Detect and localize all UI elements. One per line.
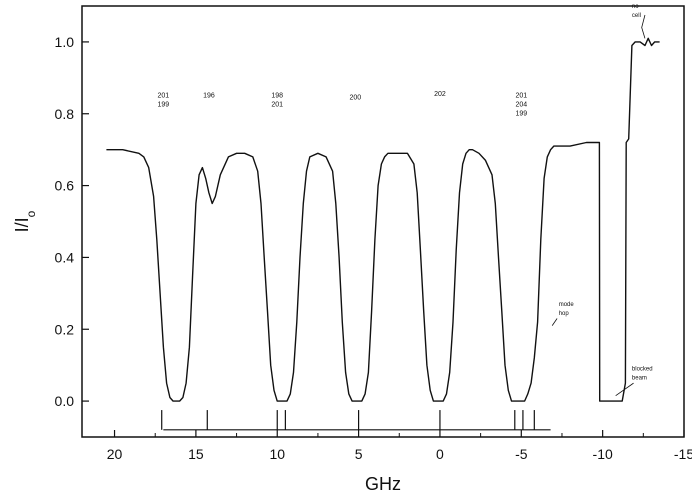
y-tick-label: 0.6 — [55, 178, 75, 194]
y-tick-label: 0.8 — [55, 106, 75, 122]
x-tick-label: 0 — [436, 446, 444, 462]
annotation-label: 201 — [158, 93, 170, 100]
x-tick-label: -15 — [674, 446, 692, 462]
annotation-pointers — [551, 14, 646, 397]
x-axis: 20 15 10 5 0 -5 -10 -15 — [107, 430, 692, 462]
annotation-label: 199 — [515, 111, 527, 118]
no-cell-pointer — [641, 14, 646, 39]
x-tick-label: 20 — [107, 446, 123, 462]
y-axis-label-subscript: o — [24, 210, 38, 217]
y-axis: 0.0 0.2 0.4 0.6 0.8 1.0 — [55, 34, 89, 409]
x-tick-label: 10 — [269, 446, 285, 462]
x-tick-label: -5 — [515, 446, 528, 462]
x-tick-label: 5 — [355, 446, 363, 462]
y-tick-label: 1.0 — [55, 34, 75, 50]
annotation-label: 204 — [515, 102, 527, 109]
annotations: 201 199 196 198 201 200 202 201 204 199 mode hop no c… — [158, 4, 653, 382]
annotation-label: 198 — [271, 93, 283, 100]
x-axis-label: GHz — [365, 474, 401, 494]
series-group — [106, 37, 660, 402]
annotation-label: 199 — [158, 102, 170, 109]
x-tick-label: -10 — [593, 446, 613, 462]
annotation-label: beam — [632, 376, 647, 382]
annotation-label: no — [632, 4, 639, 10]
y-tick-label: 0.2 — [55, 321, 75, 337]
blocked-beam-pointer — [615, 382, 634, 397]
annotation-label: cell — [632, 13, 641, 19]
plot-frame — [81, 5, 685, 438]
annotation-label: 202 — [434, 91, 446, 98]
mode-hop-pointer — [551, 318, 558, 326]
annotation-label: blocked — [632, 367, 653, 373]
annotation-label: 200 — [349, 94, 361, 101]
transmission-line — [106, 37, 660, 402]
annotation-label: hop — [559, 311, 570, 317]
y-tick-label: 0.0 — [55, 393, 75, 409]
transition-markers — [161, 410, 551, 431]
y-tick-label: 0.4 — [55, 249, 75, 265]
x-tick-label: 15 — [188, 446, 204, 462]
y-axis-label-main: I/I — [12, 217, 32, 232]
annotation-label: 201 — [271, 102, 283, 109]
annotation-label: 201 — [515, 93, 527, 100]
y-axis-label: I/Io — [12, 210, 38, 232]
annotation-label: mode — [559, 302, 575, 308]
annotation-label: 196 — [203, 93, 215, 100]
